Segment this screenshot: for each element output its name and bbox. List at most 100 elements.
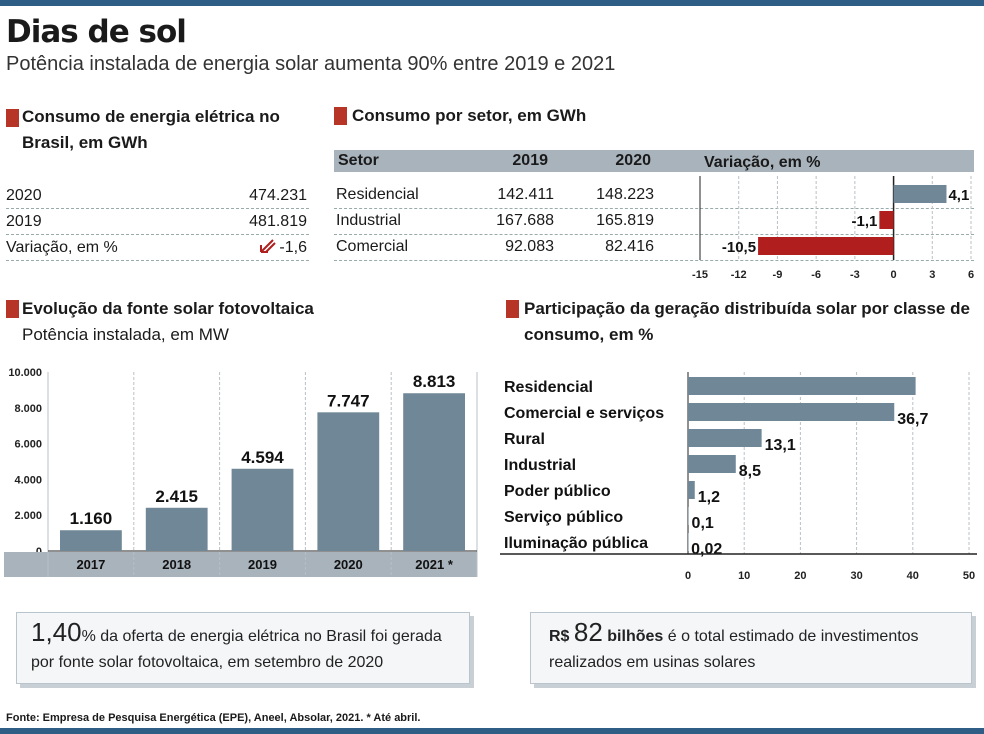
data-label: 8,5 <box>739 463 761 480</box>
x-tick-label: 2019 <box>248 557 277 572</box>
setor-row-comercial: Comercial 92.083 82.416 <box>334 234 974 261</box>
y-tick-label: 2.000 <box>14 510 42 522</box>
y-tick-label: 6.000 <box>14 439 42 451</box>
callout-currency: R$ <box>549 628 570 645</box>
callout-oferta-line2: por fonte solar fotovoltaica, em setembr… <box>31 654 384 671</box>
x-tick-label: 2020 <box>334 557 363 572</box>
callout-investimentos-line2: realizados em usinas solares <box>549 654 756 671</box>
consumo-row-label: 2020 <box>6 187 42 204</box>
x-tick-label: 30 <box>850 570 862 582</box>
bar <box>145 507 208 551</box>
data-label: 0,1 <box>692 515 714 532</box>
data-label: 36,7 <box>897 411 928 428</box>
consumo-row-label: Variação, em % <box>6 239 118 256</box>
setor-cell: 142.411 <box>497 186 554 203</box>
consumo-row-value-wrap: -1,6 <box>259 235 307 261</box>
data-label: 8.813 <box>413 372 456 391</box>
section-marker-setor <box>334 107 347 125</box>
callout-investimentos-unit: bilhões <box>607 628 664 645</box>
data-label: 1.160 <box>70 509 113 528</box>
bar <box>688 481 695 499</box>
source-note: Fonte: Empresa de Pesquisa Energética (E… <box>6 712 421 724</box>
bar <box>758 237 894 255</box>
x-tick-label: 10 <box>738 570 750 582</box>
x-tick-label: -12 <box>731 269 747 281</box>
consumo-row-value: 474.231 <box>249 187 307 204</box>
callout-oferta-text: 1,40% da oferta de energia elétrica no B… <box>31 619 459 676</box>
setor-cell: Industrial <box>336 212 401 229</box>
participacao-chart: 0 10 20 30 40 50 Residencial Comercial e serviç… <box>500 372 977 582</box>
x-tick-label: 50 <box>963 570 975 582</box>
x-tick-label: 40 <box>907 570 919 582</box>
setor-header-variacao: Variação, em % <box>704 154 821 171</box>
bar <box>688 377 916 395</box>
category-label: Serviço público <box>504 509 623 526</box>
data-label: 1,2 <box>698 489 720 506</box>
x-tick-label: 20 <box>794 570 806 582</box>
consumo-title: Consumo de energia elétrica no Brasil, e… <box>22 104 280 156</box>
evolucao-chart: 02.0004.0006.0008.00010.0001.16020172.41… <box>4 367 478 577</box>
bar <box>688 507 689 525</box>
setor-header-2019: 2019 <box>512 152 548 169</box>
x-tick-label: 0 <box>891 269 897 281</box>
callout-investimentos-line1: é o total estimado de investimentos <box>667 628 919 645</box>
top-brand-bar <box>0 0 984 6</box>
x-tick-label: 2018 <box>162 557 191 572</box>
setor-cell: 82.416 <box>605 238 654 255</box>
consumo-row-label: 2019 <box>6 213 42 230</box>
data-label: 7.747 <box>327 391 370 410</box>
x-tick-label: 6 <box>968 269 974 281</box>
callout-oferta: 1,40% da oferta de energia elétrica no B… <box>16 612 470 684</box>
bar <box>688 429 762 447</box>
data-label: 0,02 <box>691 541 722 558</box>
data-label: -10,5 <box>722 239 756 256</box>
y-tick-label: 8.000 <box>14 403 42 415</box>
setor-row-industrial: Industrial 167.688 165.819 <box>334 208 974 235</box>
category-label: Iluminação pública <box>504 535 648 552</box>
x-tick-label: 3 <box>929 269 935 281</box>
setor-table-header <box>334 150 974 172</box>
variacao-chart: -15 -12 -9 -6 -3 0 3 6 4,1 -1,1 -10,5 <box>692 176 974 281</box>
y-tick-label: 4.000 <box>14 474 42 486</box>
setor-cell: 92.083 <box>505 238 554 255</box>
setor-cell: 165.819 <box>596 212 654 229</box>
category-label: Industrial <box>504 457 576 474</box>
data-label: 4,1 <box>948 187 969 204</box>
x-axis-band <box>4 552 477 577</box>
data-label: 13,1 <box>765 437 796 454</box>
arrow-down-left-icon <box>260 239 277 253</box>
callout-investimentos-number: 82 <box>573 617 603 647</box>
x-tick-label: 0 <box>685 570 691 582</box>
participacao-title-line2: consumo, em % <box>524 325 654 344</box>
callout-oferta-line1: % da oferta de energia elétrica no Brasi… <box>81 628 442 645</box>
section-marker-participacao <box>506 300 519 318</box>
consumo-title-line1: Consumo de energia elétrica no <box>22 107 280 126</box>
consumo-row-value: 481.819 <box>249 213 307 230</box>
section-marker-consumo <box>6 109 19 127</box>
x-tick-label: -15 <box>692 269 708 281</box>
setor-cell: Comercial <box>336 238 409 255</box>
setor-cell: Residencial <box>336 186 419 203</box>
setor-header-setor: Setor <box>338 152 379 169</box>
y-tick-label: 10.000 <box>8 367 42 379</box>
bar <box>403 393 465 551</box>
setor-header-2020: 2020 <box>615 152 651 169</box>
consumo-row-2020: 2020 474.231 <box>6 183 309 209</box>
setor-title: Consumo por setor, em GWh <box>352 106 587 125</box>
callout-oferta-number: 1,40 <box>31 617 82 647</box>
x-tick-label: -9 <box>773 269 783 281</box>
setor-cell: 148.223 <box>596 186 654 203</box>
bar <box>879 211 894 229</box>
x-tick-label: 2017 <box>76 557 105 572</box>
bar <box>893 185 947 203</box>
bar <box>688 455 736 473</box>
data-label: 2.415 <box>155 487 198 506</box>
callout-investimentos-text: R$ 82 bilhões é o total estimado de inve… <box>549 619 961 676</box>
evolucao-title: Evolução da fonte solar fotovoltaica <box>22 299 314 318</box>
bottom-brand-bar <box>0 728 984 734</box>
consumo-row-2019: 2019 481.819 <box>6 209 309 235</box>
consumo-title-line2: Brasil, em GWh <box>22 133 148 152</box>
bar <box>688 403 895 421</box>
bar <box>231 468 294 551</box>
section-marker-evolucao <box>6 300 19 318</box>
